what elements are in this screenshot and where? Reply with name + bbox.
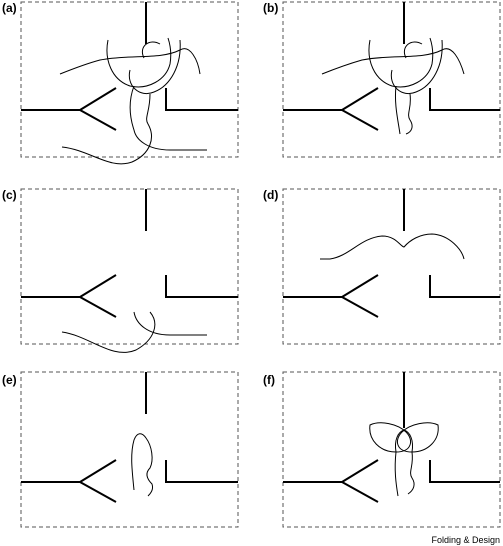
- corner-stub: [165, 275, 238, 298]
- credit-text: Folding & Design: [431, 535, 500, 545]
- panel-frame: [282, 1, 501, 158]
- panel-frame: [282, 371, 501, 528]
- panel-frame: [20, 188, 239, 345]
- corner-stub: [165, 460, 238, 483]
- fork-stub: [283, 459, 379, 503]
- lobe-center: [395, 429, 413, 453]
- fork-stub: [21, 87, 117, 131]
- upper-loop: [321, 48, 465, 75]
- panel-f: (f): [263, 371, 501, 528]
- panel-b: (b): [263, 1, 501, 158]
- lobe-right: [128, 39, 181, 94]
- panel-e: (e): [2, 371, 239, 528]
- panel-frame: [20, 371, 239, 528]
- panel-a: (a): [2, 1, 239, 165]
- fork-stub: [21, 274, 117, 318]
- panel-label: (a): [2, 1, 17, 15]
- strand-left: [395, 85, 401, 135]
- lobe-center: [404, 41, 423, 59]
- panel-frame: [20, 1, 239, 158]
- lobe-right: [390, 39, 443, 94]
- lobe-left: [368, 37, 434, 88]
- lobe-left: [106, 37, 172, 88]
- panel-c: (c): [2, 188, 239, 353]
- panel-label: (e): [2, 373, 17, 387]
- corner-stub: [429, 275, 500, 298]
- lobe-center: [142, 41, 161, 59]
- upper-loop: [320, 233, 465, 260]
- strand-down: [129, 85, 207, 151]
- fork-stub: [283, 87, 379, 131]
- strand-right: [405, 93, 413, 135]
- panel-d: (d): [263, 188, 501, 345]
- panel-frame: [282, 188, 501, 345]
- corner-stub: [429, 460, 500, 483]
- panel-label: (d): [263, 188, 278, 202]
- fork-stub: [283, 274, 379, 318]
- panel-label: (f): [263, 373, 275, 387]
- lobe-left: [369, 422, 412, 453]
- lobe-right: [396, 422, 439, 453]
- strand-bottom: [61, 311, 156, 353]
- strand-down: [133, 311, 207, 336]
- strand-left: [394, 451, 399, 497]
- corner-stub: [429, 88, 500, 111]
- strand-right: [407, 451, 415, 495]
- fork-stub: [21, 459, 117, 503]
- corner-stub: [165, 88, 238, 111]
- strand-bottom: [61, 93, 152, 165]
- panel-label: (b): [263, 1, 278, 15]
- hairpin: [131, 433, 153, 497]
- panel-label: (c): [2, 188, 17, 202]
